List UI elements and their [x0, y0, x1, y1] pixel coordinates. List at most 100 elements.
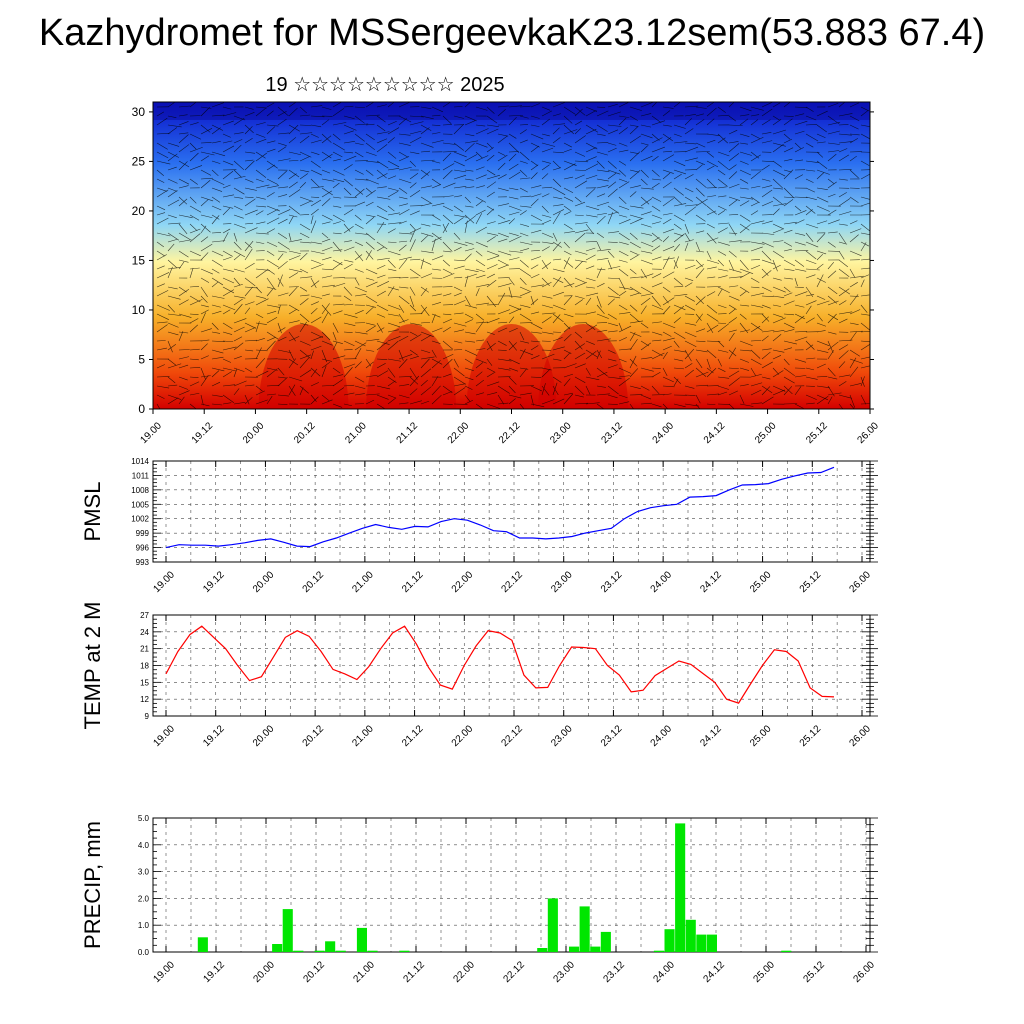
y-tick-label: 30 — [132, 105, 146, 119]
chart-subtitle: 19 ☆☆☆☆☆☆☆☆☆ 2025 — [265, 74, 505, 96]
x-tick-label: 19.00 — [151, 723, 177, 749]
x-tick-label: 20.00 — [241, 420, 267, 446]
precip-bar — [706, 934, 717, 952]
x-tick-label: 24.00 — [651, 420, 677, 446]
precip-bar — [356, 927, 367, 952]
x-tick-label: 25.12 — [801, 959, 827, 985]
x-tick-label: 22.00 — [451, 959, 477, 985]
x-tick-label: 20.00 — [251, 723, 277, 749]
y-axis-title: PRECIP, mm — [80, 821, 105, 949]
x-tick-label: 26.00 — [855, 420, 881, 446]
x-tick-label: 19.12 — [190, 420, 216, 446]
warm-plumes — [258, 324, 629, 409]
x-tick-label: 21.12 — [400, 723, 426, 749]
precip-bar — [664, 929, 675, 952]
precip-bar — [293, 950, 304, 952]
x-tick-label: 22.12 — [497, 420, 523, 446]
grid — [153, 614, 870, 717]
x-tick-label: 24.12 — [698, 723, 724, 749]
x-tick-label: 25.12 — [798, 723, 824, 749]
y-tick-label: 9 — [145, 712, 150, 721]
x-tick-label: 21.12 — [395, 420, 421, 446]
y-tick-label: 27 — [140, 611, 149, 620]
x-tick-label: 22.00 — [450, 723, 476, 749]
x-tick-label: 25.00 — [748, 569, 774, 595]
cold-band — [153, 102, 870, 120]
precip-bar — [282, 909, 293, 952]
precip-bar — [537, 948, 548, 952]
x-tick-label: 21.00 — [350, 569, 376, 595]
x-tick-label: 23.12 — [601, 959, 627, 985]
x-tick-label: 21.12 — [400, 569, 426, 595]
warm-plume — [258, 324, 349, 409]
y-tick-label: 993 — [136, 558, 150, 567]
precip-bar — [781, 950, 792, 952]
grid — [153, 817, 870, 953]
plot-frame — [152, 817, 871, 953]
x-tick-label: 24.12 — [702, 420, 728, 446]
x-tick-label: 21.00 — [343, 420, 369, 446]
x-tick-label: 19.12 — [201, 723, 227, 749]
precip-bar — [335, 950, 346, 952]
x-tick-label: 25.12 — [798, 569, 824, 595]
y-tick-label: 1011 — [132, 471, 150, 480]
precip-bar — [600, 931, 611, 952]
series-line — [165, 625, 835, 704]
precip-bar — [569, 946, 580, 952]
y-tick-label: 21 — [140, 645, 149, 654]
x-tick-label: 26.00 — [847, 569, 873, 595]
y-tick-label: 1008 — [131, 486, 149, 495]
precip-bar — [314, 950, 325, 952]
x-tick-label: 20.12 — [301, 723, 327, 749]
x-tick-label: 22.12 — [499, 723, 525, 749]
y-tick-label: 18 — [140, 662, 149, 671]
y-tick-label: 15 — [140, 678, 149, 687]
y-tick-label: 12 — [140, 695, 149, 704]
x-tick-label: 23.00 — [549, 723, 575, 749]
x-tick-label: 23.12 — [599, 723, 625, 749]
grid — [153, 460, 870, 563]
y-tick-label: 1014 — [131, 457, 149, 466]
y-tick-label: 5.0 — [138, 814, 150, 823]
precip-bar — [696, 934, 707, 952]
x-tick-label: 19.12 — [201, 569, 227, 595]
x-tick-label: 22.00 — [446, 420, 472, 446]
x-tick-label: 21.00 — [351, 959, 377, 985]
y-tick-label: 1.0 — [138, 921, 150, 930]
x-tick-label: 26.00 — [851, 959, 877, 985]
y-tick-label: 3.0 — [138, 868, 150, 877]
precip-bar — [272, 944, 283, 952]
x-tick-label: 23.00 — [548, 420, 574, 446]
x-tick-label: 20.12 — [301, 959, 327, 985]
y-axis-title: PMSL — [80, 482, 105, 542]
precip-bar — [685, 919, 696, 952]
temperature-chart: 9 12 15 18 21 24 27 19.00 19.12 20.00 20.12 21.00 21… — [80, 602, 878, 749]
chart-title: Kazhydromet for MSSergeevkaK23.12sem(53.… — [38, 12, 986, 54]
x-tick-label: 24.12 — [698, 569, 724, 595]
y-tick-label: 20 — [132, 204, 146, 218]
y-tick-label: 24 — [140, 628, 149, 637]
x-tick-label: 19.00 — [151, 959, 177, 985]
x-tick-label: 24.12 — [701, 959, 727, 985]
precip-bar — [367, 950, 378, 952]
y-tick-label: 0.0 — [138, 948, 150, 957]
precip-bar — [547, 898, 558, 952]
x-tick-label: 22.00 — [450, 569, 476, 595]
x-tick-label: 23.00 — [551, 959, 577, 985]
wind-temperature-heatmap: 0 5 10 15 20 25 30 19.00 19.12 20.00 20.12 21.00 21.… — [132, 101, 881, 446]
x-tick-label: 19.00 — [138, 420, 164, 446]
x-tick-label: 20.12 — [292, 420, 318, 446]
x-tick-label: 21.00 — [350, 723, 376, 749]
x-tick-label: 23.12 — [599, 420, 625, 446]
y-tick-label: 996 — [136, 544, 150, 553]
precip-bar — [653, 950, 664, 952]
x-tick-label: 24.00 — [651, 959, 677, 985]
x-tick-label: 22.12 — [501, 959, 527, 985]
y-tick-label: 999 — [136, 529, 150, 538]
warm-plume — [366, 324, 457, 409]
precipitation-chart: 0.0 1.0 2.0 3.0 4.0 5.0 19.00 19.12 20.00 20.12 21… — [80, 814, 878, 985]
y-tick-label: 5 — [138, 352, 145, 366]
x-tick-label: 22.12 — [499, 569, 525, 595]
y-tick-label: 2.0 — [138, 894, 150, 903]
